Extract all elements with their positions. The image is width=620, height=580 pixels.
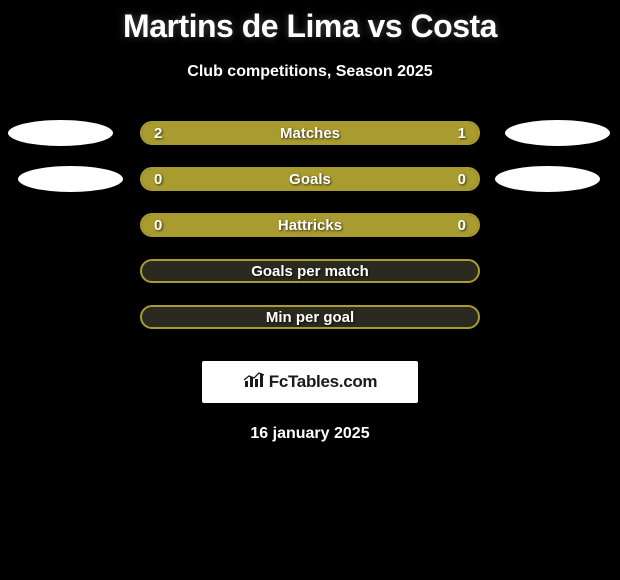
- player-marker-left: [18, 166, 123, 192]
- player-marker-right: [495, 166, 600, 192]
- stat-label: Matches: [142, 123, 478, 143]
- stat-bar: Matches2 1: [140, 121, 480, 145]
- stat-value-right: 0: [458, 215, 466, 235]
- stat-row: Goals0 0: [0, 167, 620, 191]
- stat-value-right: 1: [458, 123, 466, 143]
- footer-date: 16 january 2025: [0, 425, 620, 443]
- stat-bar: Goals0 0: [140, 167, 480, 191]
- stat-label: Goals per match: [142, 261, 478, 281]
- stat-value-left: 0: [154, 169, 162, 189]
- chart-icon: [243, 371, 265, 394]
- stat-row: Matches2 1: [0, 121, 620, 145]
- stat-label: Goals: [142, 169, 478, 189]
- stat-label: Hattricks: [142, 215, 478, 235]
- footer-tag: FcTables.com: [202, 361, 418, 403]
- stat-bar: Min per goal: [140, 305, 480, 329]
- stat-bar: Goals per match: [140, 259, 480, 283]
- subtitle: Club competitions, Season 2025: [0, 63, 620, 81]
- stat-value-left: 2: [154, 123, 162, 143]
- player-marker-right: [505, 120, 610, 146]
- stat-value-left: 0: [154, 215, 162, 235]
- stat-bar: Hattricks0 0: [140, 213, 480, 237]
- comparison-rows: Matches21Goals00Hattricks00Goals per mat…: [0, 121, 620, 329]
- footer-brand: FcTables.com: [269, 372, 378, 392]
- stat-row: Min per goal: [0, 305, 620, 329]
- page-title: Martins de Lima vs Costa: [0, 0, 620, 45]
- stat-value-right: 0: [458, 169, 466, 189]
- stat-label: Min per goal: [142, 307, 478, 327]
- player-marker-left: [8, 120, 113, 146]
- stat-row: Hattricks0 0: [0, 213, 620, 237]
- stat-row: Goals per match: [0, 259, 620, 283]
